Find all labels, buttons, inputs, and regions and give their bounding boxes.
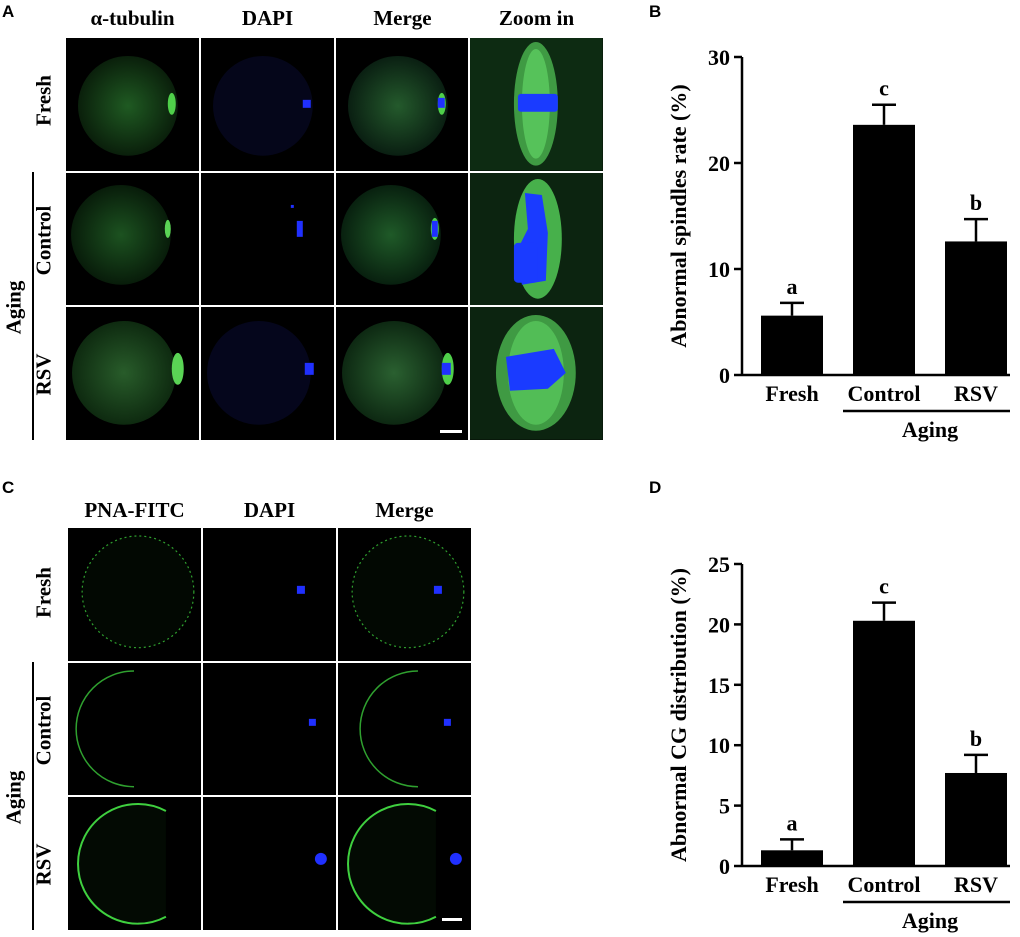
panel-a-letter: A (2, 2, 15, 21)
chartb-sig-label-1: c (879, 76, 889, 101)
scale-bar-a (440, 430, 462, 433)
panel-c-col-pna: PNA-FITC (84, 498, 185, 522)
chartd-category-label-0: Fresh (765, 872, 818, 897)
chartd-ylabel: Abnormal CG distribution (%) (666, 568, 691, 862)
chartd-ytick-label-4: 20 (708, 612, 730, 637)
chartd-category-label-1: Control (848, 872, 921, 897)
chartd-sig-label-1: c (879, 574, 889, 599)
abnormal-cg-chart: 0 5 10 15 20 25 Abnormal CG distribution (%) a F… (666, 552, 1010, 933)
panel-c-row-control: Control (31, 695, 56, 766)
panel-a-row-rsv: RSV (31, 353, 56, 396)
micrograph-rsv-dapi (200, 307, 334, 440)
panel-c-letter: C (2, 478, 15, 497)
micrograph-rsv-zoom (470, 307, 603, 440)
micrograph-fresh-tubulin (66, 38, 199, 171)
panel-a-col-tubulin: α-tubulin (90, 6, 175, 30)
panel-c-col-merge: Merge (375, 498, 434, 522)
chartd-bar-rsv (945, 772, 1007, 866)
panel-c-aging-label: Aging (1, 770, 26, 825)
micrograph-c-fresh-pna (68, 528, 201, 661)
micrograph-c-control-dapi (203, 662, 336, 796)
micrograph-rsv-merge (335, 307, 469, 440)
panel-c-image-grid (68, 528, 471, 930)
panel-d-letter: D (649, 478, 662, 497)
chartd-bar-control (853, 620, 915, 866)
chartd-category-label-2: RSV (954, 872, 998, 897)
chartb-ytick-label-1: 10 (708, 257, 730, 282)
chartb-bar-control (853, 124, 915, 375)
panel-c-col-dapi: DAPI (243, 498, 296, 522)
chartb-group-label: Aging (902, 417, 958, 442)
micrograph-rsv-tubulin (66, 307, 199, 440)
micrograph-control-zoom (470, 172, 603, 306)
chartb-ytick-label-0: 0 (719, 363, 730, 388)
panel-a-col-merge: Merge (373, 6, 432, 30)
chartd-group-label: Aging (902, 908, 958, 933)
chartb-bar-fresh (761, 315, 823, 375)
chartd-ytick-label-2: 10 (708, 733, 730, 758)
micrograph-c-control-merge (338, 662, 471, 796)
chartb-sig-label-2: b (970, 190, 982, 215)
chartb-category-label-0: Fresh (765, 381, 818, 406)
panel-a-aging-bracket (32, 172, 34, 440)
chartb-sig-label-0: a (787, 274, 798, 299)
chartb-ytick-label-2: 20 (708, 151, 730, 176)
chartd-sig-label-0: a (787, 810, 798, 835)
chartb-ylabel: Abnormal spindles rate (%) (666, 84, 691, 347)
micrograph-c-rsv-merge (338, 797, 471, 930)
micrograph-control-tubulin (66, 172, 199, 306)
micrograph-c-rsv-dapi (203, 797, 336, 930)
chartd-bar-fresh (761, 850, 823, 866)
chartd-ytick-label-3: 15 (708, 673, 730, 698)
micrograph-fresh-merge (335, 38, 469, 171)
panel-b-letter: B (649, 2, 662, 21)
scale-bar-c (442, 918, 462, 921)
panel-c-row-rsv: RSV (31, 843, 56, 886)
panel-a-row-fresh: Fresh (31, 75, 56, 126)
chartd-ytick-label-1: 5 (719, 794, 730, 819)
micrograph-fresh-dapi (200, 38, 334, 171)
chartd-ytick-label-5: 25 (708, 552, 730, 577)
panel-a-row-control: Control (31, 205, 56, 276)
chartb-category-label-2: RSV (954, 381, 998, 406)
panel-a-image-grid (66, 38, 603, 440)
chartb-bar-rsv (945, 241, 1007, 375)
micrograph-fresh-zoom (470, 38, 603, 171)
chartb-ytick-label-3: 30 (708, 45, 730, 70)
chartd-ytick-label-0: 0 (719, 854, 730, 879)
abnormal-spindles-chart: 0 10 20 30 Abnormal spindles rate (%) a Fresh c… (666, 45, 1010, 442)
chartb-category-label-1: Control (848, 381, 921, 406)
panel-c-row-fresh: Fresh (31, 567, 56, 618)
micrograph-c-rsv-pna (68, 797, 201, 930)
chartd-sig-label-2: b (970, 726, 982, 751)
micrograph-control-dapi (200, 172, 334, 306)
panel-a-col-zoom: Zoom in (498, 6, 575, 30)
micrograph-c-fresh-merge (338, 528, 471, 661)
micrograph-c-fresh-dapi (203, 528, 336, 661)
panel-a-col-dapi: DAPI (241, 6, 294, 30)
micrograph-control-merge (335, 172, 469, 306)
panel-c-aging-bracket (32, 662, 34, 930)
micrograph-c-control-pna (68, 662, 201, 796)
panel-a-aging-label: Aging (1, 280, 26, 335)
